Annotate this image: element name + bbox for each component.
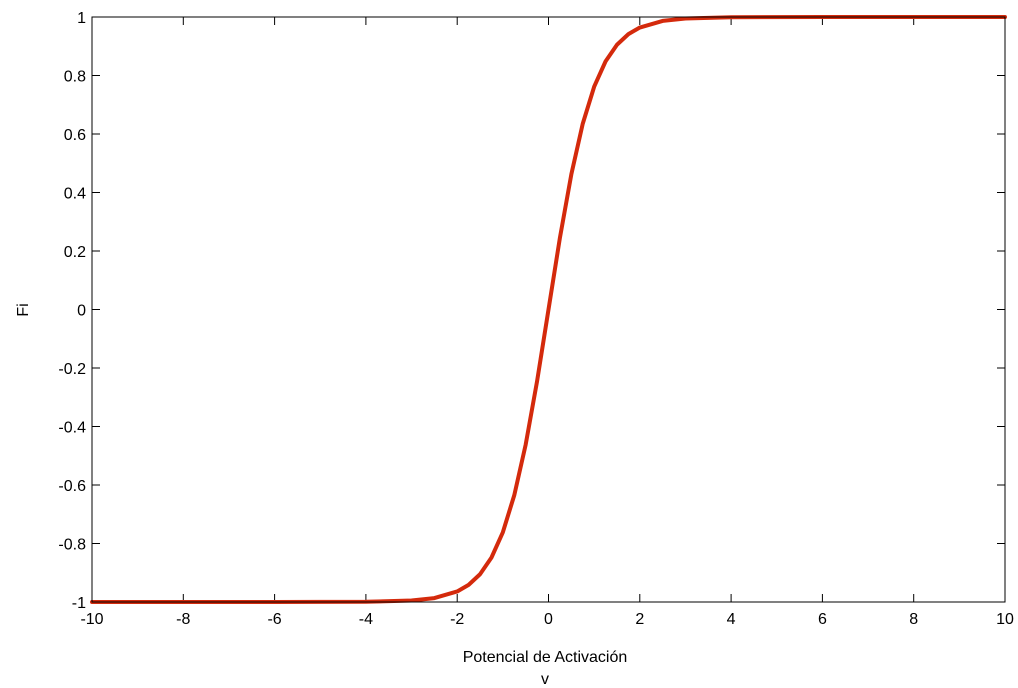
y-tick-label: -0.4 [58,420,86,437]
y-tick-label: -0.8 [58,537,86,554]
y-tick-label: 0 [77,303,86,320]
y-tick-label: 0.8 [64,69,86,86]
x-tick-label: -10 [80,611,103,628]
x-tick-label: 6 [818,611,827,628]
series-line [90,15,1007,604]
y-tick-label: 1 [77,10,86,27]
y-tick-label: 0.4 [64,186,86,203]
x-tick-label: 0 [544,611,553,628]
x-tick-label: 4 [727,611,736,628]
y-tick-label: -0.6 [58,478,86,495]
x-tick-label: -6 [267,611,281,628]
y-tick-label: -1 [72,595,86,612]
y-axis-label: Fi [15,303,32,316]
x-tick-label: -4 [359,611,373,628]
series-layer [90,15,1007,604]
x-axis-label: Potencial de Activación [463,649,628,666]
y-tick-label: 0.6 [64,127,86,144]
x-tick-label: -2 [450,611,464,628]
x-tick-label: 2 [635,611,644,628]
tick-labels: -10 -8 -6 -4 -2 0 2 4 6 8 10 -1 -0.8 -0.6 -0.4 -0.2 0 0.2… [58,10,1014,628]
x-tick-label: 8 [909,611,918,628]
x-tick-label: 10 [996,611,1014,628]
x-tick-label: -8 [176,611,190,628]
plot-frame [91,16,1006,603]
y-tick-label: 0.2 [64,244,86,261]
x-axis-sublabel: v [541,671,549,688]
y-tick-label: -0.2 [58,361,86,378]
